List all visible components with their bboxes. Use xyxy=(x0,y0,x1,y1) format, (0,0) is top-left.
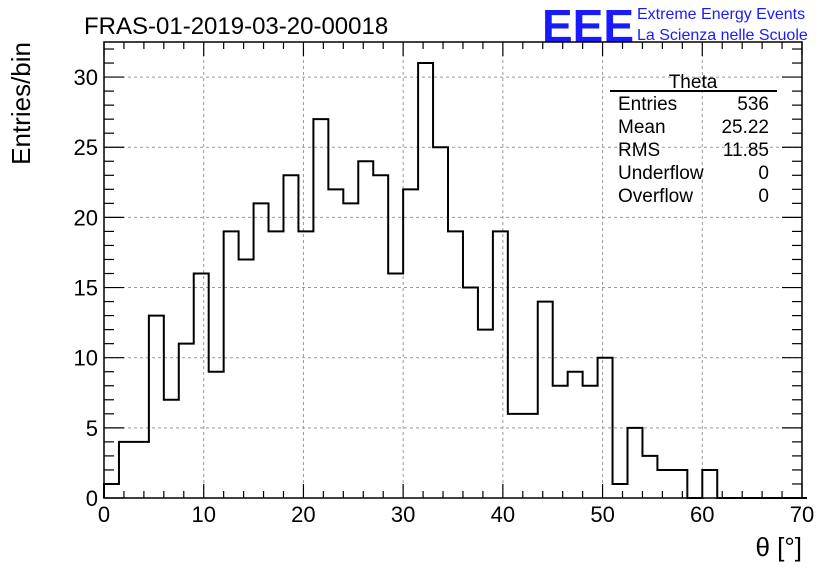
grid xyxy=(104,42,802,498)
stats-box-title: Theta xyxy=(669,72,718,93)
x-tick-label: 30 xyxy=(391,502,415,527)
stats-row-value: 11.85 xyxy=(723,140,769,161)
y-tick-label: 10 xyxy=(74,346,98,371)
x-tick-label: 60 xyxy=(690,502,714,527)
stats-row-label: RMS xyxy=(618,140,660,161)
y-tick-label: 30 xyxy=(74,65,98,90)
y-tick-label: 15 xyxy=(74,276,98,301)
stats-row-label: Overflow xyxy=(618,186,693,207)
y-tick-labels: 0 5 10 15 20 25 30 xyxy=(74,65,98,511)
chart-title: FRAS-01-2019-03-20-00018 xyxy=(84,13,388,40)
y-tick-label: 0 xyxy=(86,486,98,511)
plot-frame xyxy=(103,41,803,499)
x-tick-label: 0 xyxy=(98,502,110,527)
stats-row-value: 0 xyxy=(758,163,769,184)
stats-box: Theta Entries 536 Mean 25.22 RMS 11.85 Underfl… xyxy=(610,72,777,207)
stats-row-label: Entries xyxy=(618,94,677,115)
x-tick-label: 40 xyxy=(491,502,515,527)
x-tick-label: 20 xyxy=(291,502,315,527)
stats-rows: Entries 536 Mean 25.22 RMS 11.85 Underflow 0 Ove… xyxy=(618,94,769,207)
axis-ticks xyxy=(103,42,803,499)
stats-row-value: 536 xyxy=(737,94,769,115)
y-tick-label: 20 xyxy=(74,205,98,230)
stats-row-value: 0 xyxy=(758,186,769,207)
x-tick-label: 50 xyxy=(590,502,614,527)
x-tick-label: 70 xyxy=(790,502,814,527)
x-tick-label: 10 xyxy=(191,502,215,527)
x-axis-title: θ [°] xyxy=(755,532,802,562)
stats-row-label: Underflow xyxy=(618,163,704,184)
histogram-line xyxy=(103,62,807,499)
y-axis-title: Entries/bin xyxy=(6,42,36,165)
logo-line-2: La Scienza nelle Scuole xyxy=(637,27,808,44)
y-tick-label: 25 xyxy=(74,135,98,160)
logo-line-1: Extreme Energy Events xyxy=(637,6,805,23)
y-tick-label: 5 xyxy=(86,416,98,441)
eee-logo: EEE Extreme Energy Events La Scienza nel… xyxy=(542,0,808,52)
logo-mark: EEE xyxy=(542,0,634,52)
stats-row-label: Mean xyxy=(618,117,666,138)
x-tick-labels: 0 10 20 30 40 50 60 70 xyxy=(98,502,814,527)
stats-row-value: 25.22 xyxy=(721,117,769,138)
